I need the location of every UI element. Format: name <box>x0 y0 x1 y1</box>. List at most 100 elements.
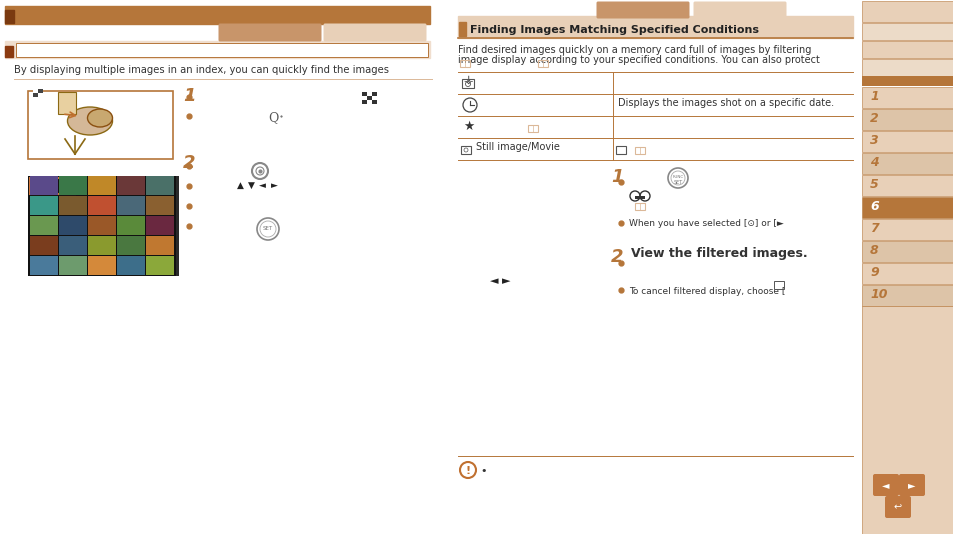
Bar <box>361 92 367 96</box>
Bar <box>862 87 953 108</box>
Bar <box>30 236 58 255</box>
Text: 4: 4 <box>869 156 878 169</box>
Text: SET: SET <box>263 226 273 231</box>
Text: By displaying multiple images in an index, you can quickly find the images: By displaying multiple images in an inde… <box>14 65 389 75</box>
Bar <box>361 100 367 104</box>
Text: 6: 6 <box>869 200 878 214</box>
Bar <box>28 91 172 159</box>
Text: 2: 2 <box>869 113 878 125</box>
FancyBboxPatch shape <box>693 2 785 19</box>
Bar <box>461 79 474 88</box>
Text: 5: 5 <box>869 178 878 192</box>
Bar <box>117 256 145 275</box>
Bar <box>59 216 87 235</box>
Bar <box>458 22 465 36</box>
Bar <box>117 196 145 215</box>
Bar <box>459 60 470 67</box>
Bar <box>28 176 175 276</box>
Bar <box>117 176 145 195</box>
Bar <box>862 306 953 534</box>
Bar <box>537 60 547 67</box>
Bar <box>33 93 38 97</box>
Bar <box>88 236 116 255</box>
Bar <box>5 6 430 24</box>
Text: !: ! <box>465 466 470 476</box>
FancyBboxPatch shape <box>596 2 689 19</box>
Bar <box>30 196 58 215</box>
Text: Q: Q <box>268 111 278 124</box>
Bar <box>367 100 372 104</box>
Text: 1: 1 <box>869 90 878 104</box>
Bar <box>862 41 953 58</box>
Bar <box>635 147 644 154</box>
Bar <box>117 236 145 255</box>
Bar <box>146 256 173 275</box>
Bar <box>175 176 179 276</box>
Text: Still image/Movie: Still image/Movie <box>476 142 559 152</box>
Text: ►: ► <box>271 181 277 190</box>
Text: 2: 2 <box>610 248 623 266</box>
Bar <box>38 93 43 97</box>
Text: When you have selected [⊙] or [►: When you have selected [⊙] or [► <box>628 219 783 228</box>
FancyBboxPatch shape <box>884 496 910 518</box>
Text: To cancel filtered display, choose [: To cancel filtered display, choose [ <box>628 287 784 296</box>
Bar <box>88 216 116 235</box>
FancyBboxPatch shape <box>218 23 321 42</box>
Bar <box>146 196 173 215</box>
Bar <box>146 176 173 195</box>
Bar <box>367 92 372 96</box>
Text: 3: 3 <box>869 135 878 147</box>
FancyBboxPatch shape <box>898 474 924 496</box>
Bar <box>862 1 953 22</box>
Bar <box>58 92 76 114</box>
Bar <box>773 281 783 289</box>
Text: 7: 7 <box>869 223 878 235</box>
Bar <box>5 10 14 23</box>
Bar <box>862 285 953 306</box>
Text: ►: ► <box>501 276 510 286</box>
Text: ◄: ◄ <box>882 480 889 490</box>
Bar <box>862 23 953 40</box>
Bar <box>16 43 428 57</box>
FancyBboxPatch shape <box>323 23 426 42</box>
Text: 8: 8 <box>869 245 878 257</box>
Bar <box>5 41 430 58</box>
Bar <box>59 256 87 275</box>
Bar <box>862 175 953 196</box>
Bar <box>33 89 38 93</box>
Text: image display according to your specified conditions. You can also protect: image display according to your specifie… <box>457 55 819 65</box>
Bar <box>862 263 953 284</box>
Bar <box>30 256 58 275</box>
Bar <box>862 241 953 262</box>
Bar <box>862 109 953 130</box>
Text: ↩: ↩ <box>893 502 902 512</box>
Text: 2: 2 <box>183 154 195 172</box>
Bar <box>88 196 116 215</box>
Bar <box>117 216 145 235</box>
Text: ⚶: ⚶ <box>462 75 472 85</box>
Bar <box>88 176 116 195</box>
Bar <box>372 92 376 96</box>
Bar <box>30 178 75 194</box>
Bar <box>862 197 953 218</box>
Bar <box>635 203 644 210</box>
Text: •: • <box>479 466 486 476</box>
Text: ◄: ◄ <box>490 276 498 286</box>
Text: ▲: ▲ <box>236 181 244 190</box>
Text: 10: 10 <box>869 288 886 302</box>
Bar <box>862 76 953 86</box>
Text: ★: ★ <box>462 120 474 133</box>
Text: Finding Images Matching Specified Conditions: Finding Images Matching Specified Condit… <box>470 25 759 35</box>
Bar <box>372 96 376 100</box>
Bar <box>59 176 87 195</box>
Text: ◄: ◄ <box>258 181 266 190</box>
Text: 1: 1 <box>610 168 623 186</box>
Bar <box>862 153 953 174</box>
Bar <box>146 216 173 235</box>
Text: ►: ► <box>907 480 915 490</box>
Bar <box>862 131 953 152</box>
Bar <box>460 146 471 154</box>
Text: View the filtered images.: View the filtered images. <box>630 247 807 260</box>
Text: Displays the images shot on a specific date.: Displays the images shot on a specific d… <box>618 98 833 108</box>
Bar <box>5 46 13 57</box>
